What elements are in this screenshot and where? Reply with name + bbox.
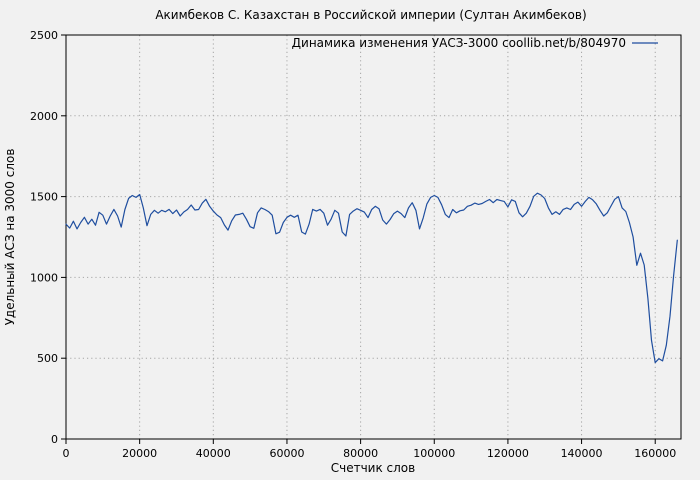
- y-tick-label: 2500: [30, 29, 58, 42]
- y-tick-label: 0: [51, 433, 58, 446]
- y-tick-label: 1000: [30, 271, 58, 284]
- chart-title: Акимбеков С. Казахстан в Российской импе…: [155, 8, 586, 22]
- y-axis-label: Удельный АСЗ на 3000 слов: [3, 149, 17, 326]
- y-tick-label: 2000: [30, 110, 58, 123]
- x-tick-label: 20000: [122, 447, 157, 460]
- y-tick-label: 1500: [30, 191, 58, 204]
- x-tick-label: 0: [63, 447, 70, 460]
- x-tick-label: 100000: [413, 447, 455, 460]
- x-tick-label: 80000: [343, 447, 378, 460]
- data-series-line: [65, 192, 678, 364]
- x-tick-label: 40000: [196, 447, 231, 460]
- x-axis-label: Счетчик слов: [331, 461, 415, 475]
- plot-border: [65, 34, 682, 440]
- y-tick-label: 500: [37, 352, 58, 365]
- plot-area: 0 20000 40000 60000 80000 100000 120000 140000 1…: [30, 29, 682, 460]
- x-tick-label: 160000: [634, 447, 676, 460]
- x-tick-label: 140000: [561, 447, 603, 460]
- legend-label: Динамика изменения УАСЗ-3000 coollib.net…: [292, 36, 626, 50]
- x-tick-label: 120000: [487, 447, 529, 460]
- x-tick-label: 60000: [269, 447, 304, 460]
